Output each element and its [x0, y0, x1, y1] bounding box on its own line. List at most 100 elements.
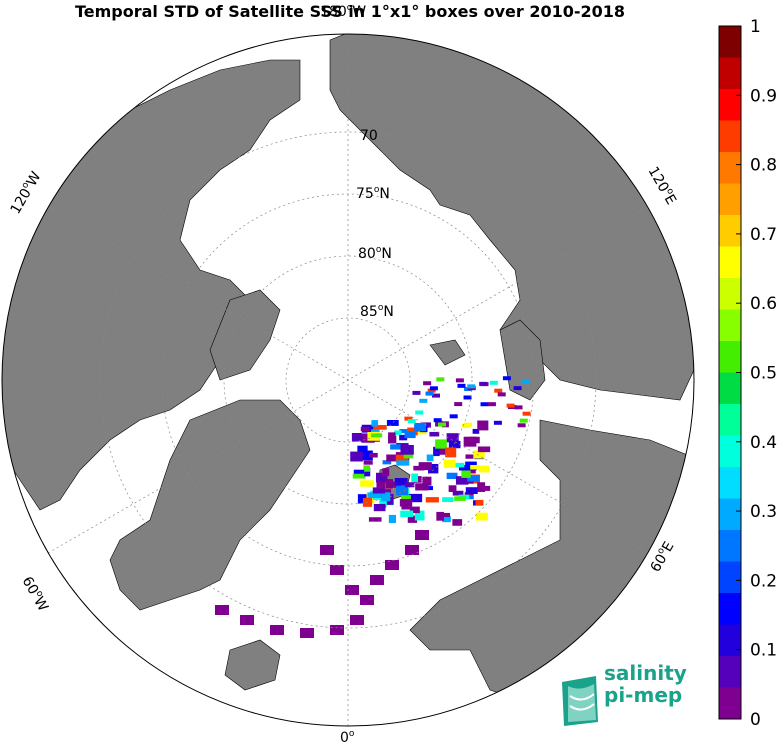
- std-box: [396, 485, 409, 496]
- std-box: [448, 440, 461, 449]
- std-box: [351, 432, 362, 442]
- std-box: [382, 460, 392, 465]
- colorbar-tick-label: 0.6: [750, 294, 777, 314]
- std-box: [376, 482, 385, 489]
- std-box: [360, 426, 370, 432]
- std-box: [385, 560, 399, 570]
- colorbar-cell: [719, 656, 741, 688]
- std-box: [437, 448, 452, 455]
- std-box: [403, 451, 414, 459]
- std-box: [372, 487, 386, 494]
- std-box: [363, 465, 370, 472]
- std-box: [473, 450, 485, 459]
- std-box: [300, 628, 314, 638]
- lat-label-70: 70: [360, 128, 378, 144]
- std-box: [408, 493, 423, 503]
- std-box: [433, 446, 440, 457]
- colorbar-tick-label: 0: [750, 710, 761, 730]
- std-box: [449, 414, 458, 419]
- std-box: [415, 410, 424, 415]
- std-box: [426, 486, 433, 491]
- lon-label-60w: 60oW: [19, 574, 52, 615]
- colorbar-cell: [719, 26, 741, 58]
- std-box: [435, 439, 447, 449]
- std-box: [432, 393, 441, 398]
- std-box: [493, 420, 502, 425]
- std-box: [454, 402, 463, 407]
- colorbar-cell: [719, 120, 741, 153]
- std-box: [426, 454, 434, 462]
- colorbar-tick-label: 0.5: [750, 364, 777, 384]
- std-box: [477, 420, 489, 431]
- colorbar-cell: [719, 624, 741, 657]
- std-box: [414, 510, 425, 521]
- std-box: [455, 476, 469, 485]
- std-box: [433, 418, 442, 423]
- map-title: Temporal STD of Satellite SSS in 1°x1° b…: [74, 2, 626, 21]
- colorbar-tick-label: 0.7: [750, 225, 777, 245]
- std-box: [475, 512, 488, 521]
- std-box: [415, 530, 429, 540]
- std-box: [409, 506, 420, 514]
- colorbar-cell: [719, 278, 741, 310]
- std-box: [395, 454, 409, 463]
- std-box: [442, 516, 451, 523]
- lon-label-180w: 180oW: [320, 3, 366, 20]
- std-box: [394, 430, 402, 435]
- std-box: [388, 514, 396, 523]
- std-box: [425, 391, 434, 396]
- colorbar-tick-label: 0.3: [750, 502, 777, 522]
- std-box: [465, 454, 474, 459]
- std-box: [352, 473, 366, 479]
- salinity-pi-mep-logo: salinity pi-mep: [560, 660, 700, 730]
- std-box: [363, 460, 373, 465]
- std-box: [422, 476, 432, 486]
- std-box: [475, 499, 484, 506]
- std-box: [415, 483, 429, 491]
- std-box: [330, 625, 344, 635]
- lat-label-80: 80oN: [358, 245, 392, 262]
- colorbar-tick-label: 0.8: [750, 156, 777, 176]
- lat-label-85: 85oN: [360, 303, 394, 320]
- std-box: [425, 497, 439, 503]
- std-box: [452, 490, 464, 496]
- std-box: [407, 515, 418, 523]
- std-box: [442, 497, 454, 503]
- std-box: [345, 585, 359, 595]
- colorbar-cell: [719, 309, 741, 342]
- std-box: [413, 465, 425, 471]
- std-box: [385, 479, 394, 489]
- std-box: [387, 435, 397, 444]
- sss-std-boxes: [215, 376, 531, 638]
- std-box: [458, 465, 468, 471]
- colorbar-cell: [719, 593, 741, 625]
- std-box: [437, 422, 446, 427]
- std-box: [400, 495, 411, 502]
- std-box: [461, 470, 471, 478]
- std-box: [388, 432, 396, 439]
- std-box: [407, 419, 416, 424]
- std-box: [513, 386, 522, 391]
- colorbar-tick-label: 0.9: [750, 86, 777, 106]
- land-canada: [2, 59, 301, 511]
- std-box: [465, 487, 478, 494]
- std-box: [463, 422, 472, 427]
- std-box: [506, 403, 515, 408]
- colorbar-cell: [719, 687, 741, 720]
- std-box: [487, 402, 496, 407]
- std-box: [382, 498, 394, 505]
- std-box: [399, 434, 408, 441]
- std-box: [350, 615, 364, 625]
- land-iceland: [224, 639, 281, 691]
- std-box: [215, 605, 229, 615]
- logo-line1: salinity: [604, 661, 687, 685]
- std-box: [478, 465, 490, 473]
- std-box: [477, 446, 491, 453]
- lon-label-0: 0o: [340, 729, 355, 746]
- colorbar-cell: [719, 215, 741, 247]
- std-box: [381, 492, 391, 502]
- std-box: [382, 468, 390, 477]
- std-box: [419, 398, 428, 403]
